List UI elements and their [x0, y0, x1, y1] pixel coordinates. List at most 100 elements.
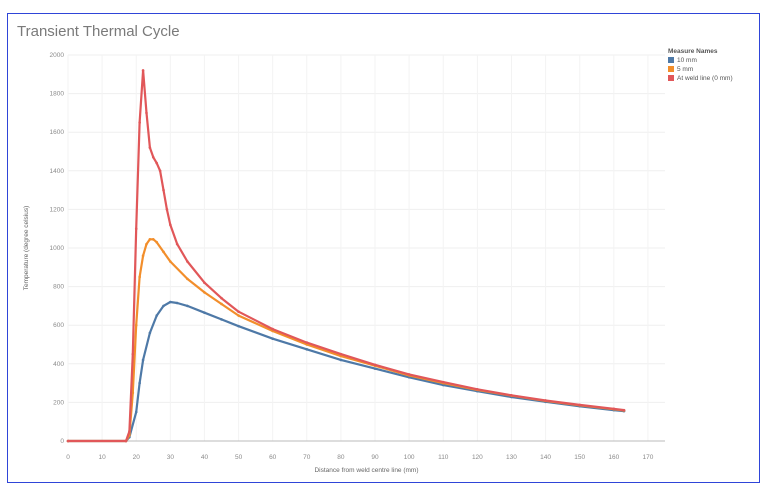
x-tick-label: 90	[371, 454, 379, 461]
data-point	[169, 300, 172, 304]
data-point	[165, 208, 169, 211]
x-tick-label: 20	[133, 454, 141, 461]
x-tick-label: 170	[643, 454, 654, 461]
data-point	[148, 238, 152, 241]
y-axis-ticks: 0 200 400 600 800 1000 1200 1400 1600 1800 2000	[50, 52, 65, 445]
y-tick-label: 800	[53, 284, 64, 291]
data-point	[186, 304, 189, 308]
data-point	[138, 381, 141, 385]
legend-title: Measure Names	[668, 48, 718, 55]
data-point	[203, 281, 206, 285]
data-point	[305, 341, 309, 344]
data-point	[578, 403, 582, 407]
data-point	[141, 69, 145, 72]
data-point	[169, 223, 172, 227]
data-point	[441, 380, 445, 384]
legend-swatch	[668, 66, 674, 72]
series-lines	[66, 69, 626, 443]
data-point	[544, 399, 547, 402]
data-point	[186, 260, 189, 263]
data-point	[162, 250, 165, 254]
data-point	[622, 408, 626, 412]
data-point	[237, 314, 240, 317]
data-point	[220, 296, 223, 300]
chart-title: Transient Thermal Cycle	[17, 23, 180, 40]
data-point	[373, 363, 377, 367]
data-point	[141, 358, 145, 362]
data-point	[305, 348, 309, 351]
data-point	[141, 254, 145, 258]
y-tick-label: 1200	[50, 206, 65, 213]
data-point	[162, 304, 165, 308]
y-tick-label: 1600	[50, 129, 65, 136]
y-tick-label: 200	[53, 399, 64, 406]
data-point	[203, 291, 206, 294]
y-tick-label: 0	[60, 438, 64, 445]
data-point	[203, 311, 206, 314]
series-1	[66, 238, 626, 443]
series-2	[66, 69, 626, 443]
gridlines	[67, 54, 665, 442]
x-tick-label: 150	[574, 454, 585, 461]
data-point	[134, 410, 138, 414]
data-point	[220, 318, 223, 321]
data-point	[145, 111, 148, 115]
data-point	[134, 227, 138, 230]
data-point	[155, 161, 158, 165]
data-point	[134, 323, 138, 327]
data-point	[339, 352, 343, 356]
data-point	[220, 302, 223, 306]
legend-swatch	[668, 75, 674, 81]
y-tick-label: 600	[53, 322, 64, 329]
data-point	[151, 155, 155, 159]
x-tick-label: 140	[540, 454, 551, 461]
data-point	[124, 439, 128, 443]
data-point	[237, 324, 240, 328]
x-axis-ticks: 0 10 20 30 40 50 60 70 80 90 100 110 120 130 140 150 160…	[66, 454, 654, 461]
data-point	[441, 383, 445, 387]
data-point	[339, 358, 343, 362]
x-tick-label: 70	[303, 454, 311, 461]
data-point	[373, 367, 377, 370]
legend-item-label: 5 mm	[677, 66, 693, 73]
data-point	[612, 407, 616, 411]
y-axis-label: Temperature (degree celsius)	[23, 206, 30, 291]
x-tick-label: 60	[269, 454, 277, 461]
data-point	[271, 327, 274, 331]
data-point	[162, 188, 165, 192]
data-point	[175, 242, 179, 246]
data-point	[151, 238, 155, 241]
data-point	[66, 439, 70, 443]
x-tick-label: 110	[438, 454, 449, 461]
data-point	[407, 373, 411, 376]
y-tick-label: 1400	[50, 168, 65, 175]
y-tick-label: 1800	[50, 91, 65, 98]
x-tick-label: 130	[506, 454, 517, 461]
data-point	[175, 301, 179, 305]
y-tick-label: 2000	[50, 52, 65, 59]
legend-item-label: 10 mm	[677, 57, 697, 64]
data-point	[148, 331, 152, 335]
data-point	[155, 314, 158, 317]
x-tick-label: 120	[472, 454, 483, 461]
x-axis-label: Distance from weld centre line (mm)	[314, 467, 418, 474]
data-point	[138, 275, 141, 279]
x-tick-label: 80	[337, 454, 345, 461]
data-point	[138, 121, 141, 124]
series-line	[68, 300, 625, 443]
x-tick-label: 100	[404, 454, 415, 461]
x-tick-label: 30	[167, 454, 175, 461]
data-point	[158, 169, 162, 173]
data-point	[476, 387, 479, 391]
data-point	[237, 310, 240, 313]
series-line	[68, 238, 625, 443]
x-tick-label: 0	[66, 454, 70, 461]
y-tick-label: 1000	[50, 245, 65, 252]
legend[interactable]: Measure Names 10 mm 5 mm At weld line (0 m…	[668, 48, 733, 82]
series-0	[66, 300, 626, 443]
data-point	[271, 337, 274, 341]
data-point	[186, 277, 189, 281]
data-point	[510, 393, 513, 397]
legend-item-label: At weld line (0 mm)	[677, 75, 733, 82]
